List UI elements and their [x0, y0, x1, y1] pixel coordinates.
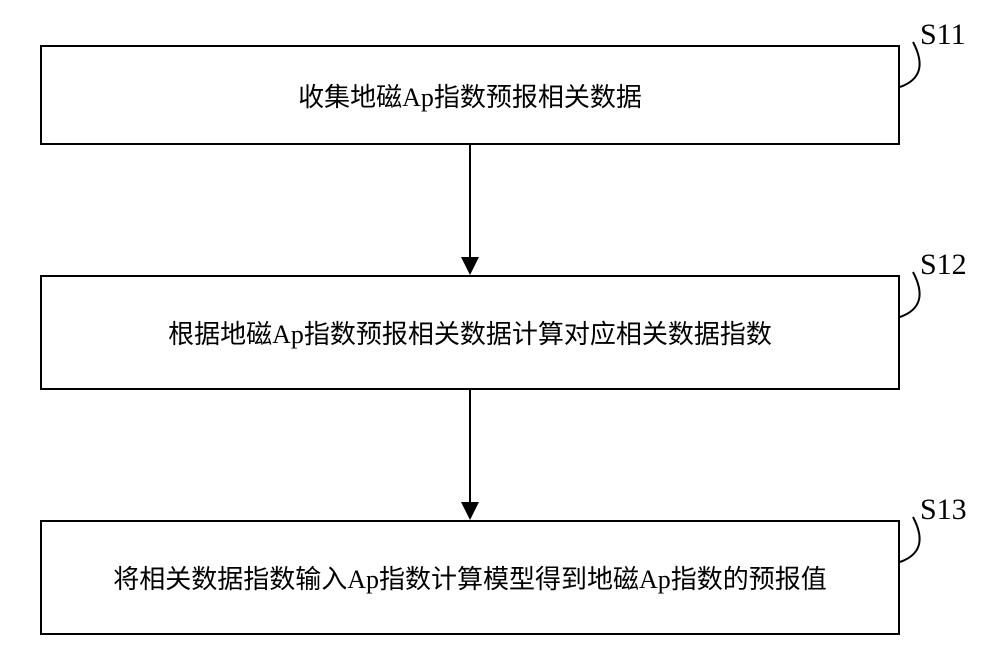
- arrow-head-icon: [461, 502, 479, 520]
- flow-node-s11: 收集地磁Ap指数预报相关数据: [40, 45, 900, 145]
- label-connector-curve: [897, 515, 937, 563]
- flow-node-s12: 根据地磁Ap指数预报相关数据计算对应相关数据指数: [40, 275, 900, 390]
- label-connector-curve: [897, 270, 937, 318]
- flow-node-text: 将相关数据指数输入Ap指数计算模型得到地磁Ap指数的预报值: [42, 559, 898, 596]
- flow-node-text: 收集地磁Ap指数预报相关数据: [42, 77, 898, 114]
- flow-node-text: 根据地磁Ap指数预报相关数据计算对应相关数据指数: [42, 314, 898, 351]
- arrow-line: [469, 145, 471, 257]
- arrow-line: [469, 390, 471, 502]
- arrow-head-icon: [461, 257, 479, 275]
- flowchart-canvas: 收集地磁Ap指数预报相关数据根据地磁Ap指数预报相关数据计算对应相关数据指数将相…: [0, 0, 1000, 667]
- flow-node-s13: 将相关数据指数输入Ap指数计算模型得到地磁Ap指数的预报值: [40, 520, 900, 635]
- label-connector-curve: [897, 40, 937, 88]
